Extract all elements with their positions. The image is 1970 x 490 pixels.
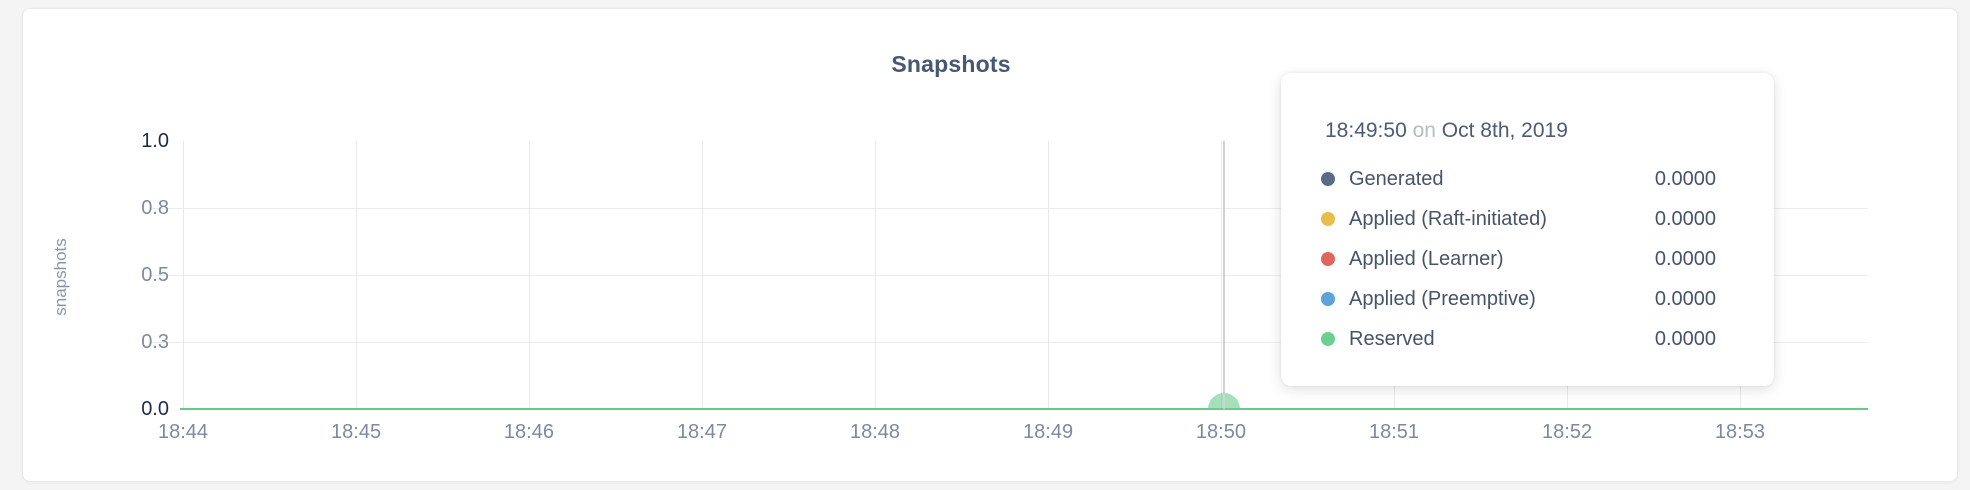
series-line: [180, 408, 1868, 410]
plot-area[interactable]: [151, 141, 1868, 410]
y-tick-label: 0.5: [141, 264, 169, 286]
series-color-dot-icon: [1321, 212, 1335, 226]
series-label: Applied (Raft-initiated): [1349, 207, 1547, 230]
x-gridline: [875, 141, 877, 409]
tooltip-series-row: Applied (Raft-initiated) 0.0000: [1321, 199, 1716, 239]
x-tick-label: 18:46: [503, 421, 554, 443]
series-label: Applied (Preemptive): [1349, 287, 1536, 310]
y-gridline: [151, 275, 1868, 276]
tooltip-rows: Generated 0.0000 Applied (Raft-initiated…: [1321, 159, 1716, 359]
crosshair-line: [1222, 141, 1225, 409]
x-tick-label: 18:45: [331, 421, 382, 443]
x-gridline: [528, 141, 530, 409]
x-tick-label: 18:50: [1195, 421, 1246, 443]
tooltip-series-row: Applied (Preemptive) 0.0000: [1321, 279, 1716, 319]
chart-title: Snapshots: [891, 51, 1011, 77]
x-tick-label: 18:53: [1714, 421, 1765, 443]
y-tick-label: 0.0: [141, 398, 169, 420]
x-tick-label: 18:47: [676, 421, 727, 443]
x-gridline: [1048, 141, 1050, 409]
series-color-dot-icon: [1321, 172, 1335, 186]
tooltip-conjunction: on: [1412, 119, 1436, 142]
x-gridline: [356, 141, 358, 409]
series-value: 0.0000: [1654, 287, 1716, 310]
chart-card: Snapshots snapshots 0.0 0.3 0.5 0.8 1.0 18:4…: [22, 8, 1958, 482]
tooltip-series-row: Generated 0.0000: [1321, 159, 1716, 199]
x-tick-label: 18:52: [1542, 421, 1593, 443]
x-tick-label: 18:44: [157, 421, 209, 443]
x-tick-label: 18:51: [1368, 421, 1420, 443]
hover-tooltip: 18:49:50 on Oct 8th, 2019 Generated 0.00…: [1281, 73, 1774, 386]
y-tick-label: 0.3: [141, 331, 169, 353]
series-value: 0.0000: [1654, 327, 1716, 350]
tooltip-time: 18:49:50: [1325, 119, 1407, 142]
series-label: Generated: [1349, 167, 1444, 190]
series-value: 0.0000: [1654, 207, 1716, 230]
y-gridline: [151, 342, 1868, 343]
series-label: Applied (Learner): [1349, 247, 1504, 270]
y-tick-label: 1.0: [141, 130, 169, 152]
x-gridline: [183, 141, 184, 409]
tooltip-header: 18:49:50 on Oct 8th, 2019: [1325, 117, 1716, 145]
tooltip-series-row: Reserved 0.0000: [1321, 319, 1716, 359]
series-label: Reserved: [1349, 327, 1435, 350]
series-value: 0.0000: [1654, 167, 1716, 190]
series-value: 0.0000: [1654, 247, 1716, 270]
x-gridline: [1220, 141, 1222, 409]
series-color-dot-icon: [1321, 332, 1335, 346]
x-tick-label: 18:49: [1023, 421, 1074, 443]
x-tick-label: 18:48: [849, 421, 901, 443]
y-tick-label: 0.8: [141, 197, 169, 219]
y-gridline: [151, 208, 1868, 209]
series-color-dot-icon: [1321, 252, 1335, 266]
series-color-dot-icon: [1321, 292, 1335, 306]
tooltip-date: Oct 8th, 2019: [1441, 119, 1568, 142]
y-axis-unit-label: snapshots: [51, 238, 70, 316]
tooltip-series-row: Applied (Learner) 0.0000: [1321, 239, 1716, 279]
x-gridline: [701, 141, 703, 409]
